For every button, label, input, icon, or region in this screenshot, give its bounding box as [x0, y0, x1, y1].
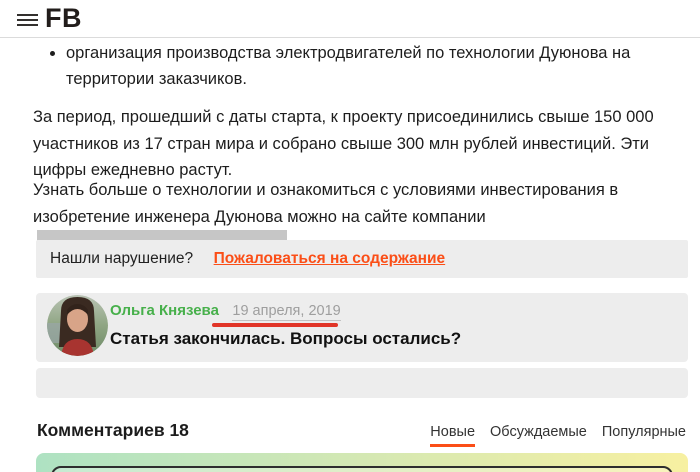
- tab-discussed[interactable]: Обсуждаемые: [490, 424, 587, 440]
- avatar[interactable]: [47, 295, 108, 356]
- comments-sort-tabs: Новые Обсуждаемые Популярные: [430, 424, 686, 447]
- article-bullet-list: организация производства электродвигател…: [36, 40, 676, 92]
- comments-header: Комментариев 18 Новые Обсуждаемые Популя…: [36, 420, 688, 447]
- placeholder-bar: [36, 368, 688, 398]
- red-annotation-line: [212, 323, 338, 327]
- report-content-link[interactable]: Пожаловаться на содержание: [213, 250, 446, 267]
- tab-popular[interactable]: Популярные: [601, 424, 686, 440]
- avatar-image: [47, 295, 108, 356]
- comments-count-title: Комментариев 18: [37, 420, 189, 440]
- report-question: Нашли нарушение?: [50, 250, 194, 267]
- bullet-item: организация производства электродвигател…: [66, 40, 676, 92]
- publish-date: 19 апреля, 2019: [232, 303, 341, 321]
- article-end-message: Статья закончилась. Вопросы остались?: [110, 329, 462, 348]
- comment-input[interactable]: [51, 466, 673, 472]
- author-box: Ольга Князева 19 апреля, 2019 Статья зак…: [36, 293, 688, 362]
- paragraph-text: Узнать больше о технологии и ознакомитьс…: [33, 181, 619, 226]
- site-header: FB: [0, 0, 700, 38]
- report-violation-box: Нашли нарушение? Пожаловаться на содержа…: [36, 240, 688, 278]
- article-paragraph: За период, прошедший с даты старта, к пр…: [33, 108, 654, 179]
- tab-new[interactable]: Новые: [430, 424, 476, 447]
- menu-icon[interactable]: [17, 14, 38, 26]
- author-meta: Ольга Князева 19 апреля, 2019: [110, 302, 341, 321]
- author-name-link[interactable]: Ольга Князева: [110, 302, 219, 319]
- comment-form-panel: [36, 453, 688, 472]
- site-logo[interactable]: FB: [45, 3, 82, 33]
